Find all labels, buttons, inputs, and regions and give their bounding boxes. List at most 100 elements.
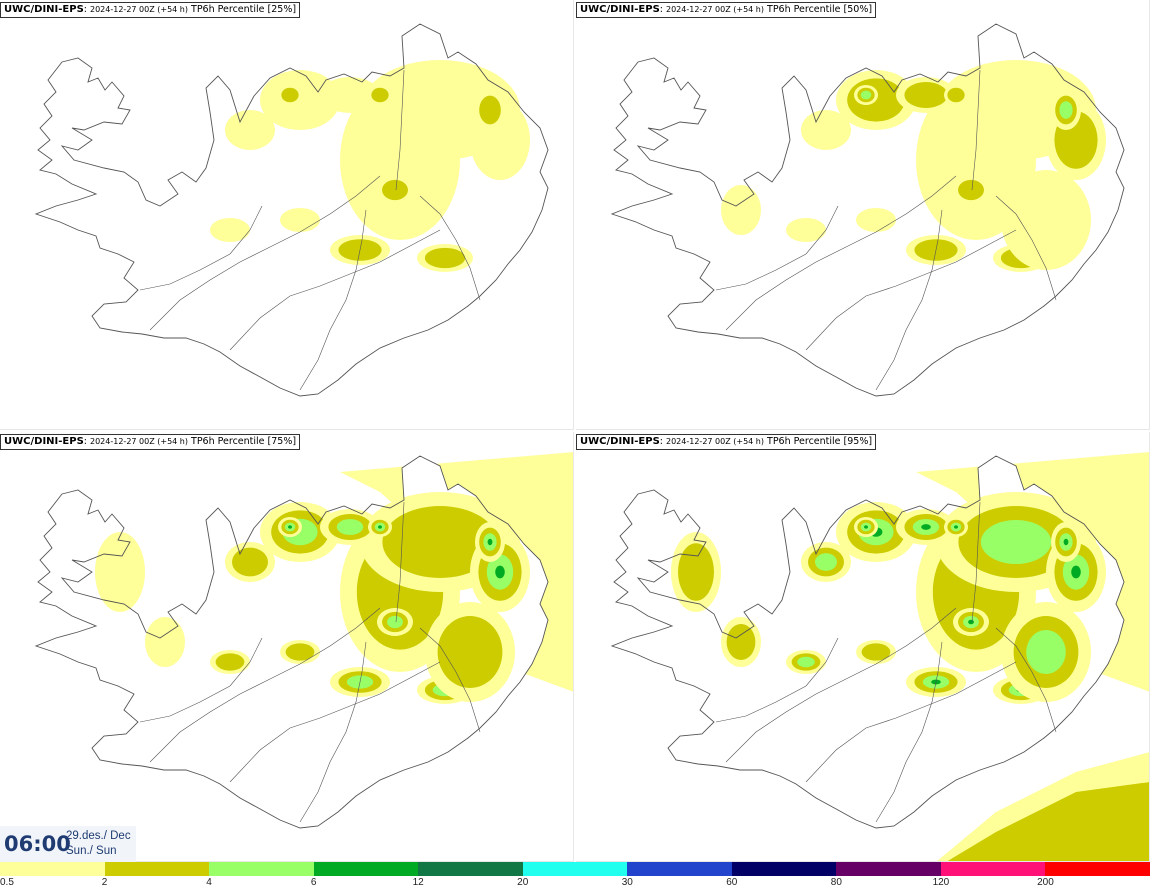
panel-95: UWC/DINI-EPS: 2024-12-27 00Z (+54 h) TP6… (576, 432, 1150, 862)
road-line (139, 637, 263, 723)
precip-contour (95, 532, 145, 612)
precip-contour (797, 656, 815, 668)
precip-contour (1026, 630, 1066, 674)
road-line (149, 175, 381, 331)
legend-swatch (209, 862, 314, 876)
precip-contour (215, 653, 245, 671)
road-line (875, 209, 943, 391)
precip-contour (280, 208, 320, 232)
legend-swatch (1045, 862, 1150, 876)
precip-contour (382, 179, 408, 201)
coastline (610, 455, 1125, 829)
legend-tick-label: 60 (726, 877, 738, 888)
valid-time-box: 06:00 29.des./ Dec Sun./ Sun (0, 826, 136, 862)
road-line (419, 627, 481, 733)
road-line (805, 229, 1017, 351)
road-line (139, 205, 263, 291)
legend-tick-label: 12 (412, 877, 424, 888)
precip-contour (487, 538, 493, 546)
precip-contour (378, 525, 382, 529)
valid-time: 06:00 (4, 832, 71, 856)
precip-contour (1059, 101, 1073, 119)
precip-contour (678, 543, 714, 601)
precip-contour (815, 553, 837, 571)
precip-contour (968, 619, 974, 625)
precip-contour (145, 617, 185, 667)
offshore-precip-core (947, 782, 1149, 861)
road-line (995, 195, 1057, 301)
precip-contour (958, 179, 984, 201)
precip-contour (424, 247, 466, 269)
precip-map (34, 452, 573, 829)
legend-tick-label: 30 (621, 877, 633, 888)
road-line (419, 195, 481, 301)
panel-25: UWC/DINI-EPS: 2024-12-27 00Z (+54 h) TP6… (0, 0, 574, 430)
road-line (299, 209, 367, 391)
precip-contour (921, 524, 931, 530)
precip-contour (904, 82, 948, 108)
panel-75: UWC/DINI-EPS: 2024-12-27 00Z (+54 h) TP6… (0, 432, 574, 862)
product-name: TP6h Percentile [95%] (767, 436, 873, 447)
precip-contour (479, 95, 501, 125)
precip-contour (980, 520, 1052, 564)
model-name: UWC/DINI-EPS (580, 4, 660, 15)
valid-date: 29.des./ Dec (66, 830, 131, 842)
precip-map (610, 23, 1125, 397)
road-line (229, 661, 441, 783)
precip-contour (801, 110, 851, 150)
legend-tick-label: 6 (310, 877, 317, 888)
precip-contour (1063, 538, 1069, 546)
road-line (995, 627, 1057, 733)
precip-contour (1001, 170, 1091, 270)
road-line (715, 637, 839, 723)
precip-contour (232, 547, 268, 577)
precip-contour (856, 208, 896, 232)
model-name: UWC/DINI-EPS (4, 4, 84, 15)
precip-contour (387, 615, 403, 629)
road-line (229, 229, 441, 351)
road-line (395, 69, 405, 191)
valid-day: Sun./ Sun (66, 845, 117, 857)
road-line (299, 641, 367, 823)
run-time: 2024-12-27 00Z (+54 h) (90, 437, 188, 446)
precip-contour (947, 87, 965, 103)
precip-contour (860, 90, 872, 100)
product-name: TP6h Percentile [50%] (767, 4, 873, 15)
legend-tick-label: 2 (101, 877, 108, 888)
legend-swatch (104, 862, 210, 876)
coastline (34, 23, 549, 397)
legend-tick-label: 80 (830, 877, 842, 888)
legend-swatch (522, 862, 628, 876)
precip-contour (954, 525, 958, 529)
legend-swatch (0, 862, 105, 876)
legend-swatch (731, 862, 837, 876)
legend-tick-label: 200 (1037, 877, 1054, 888)
model-name: UWC/DINI-EPS (580, 436, 660, 447)
road-line (971, 69, 981, 191)
precip-contour (288, 525, 292, 529)
legend-tick-label: 4 (206, 877, 212, 888)
precip-contour (281, 87, 299, 103)
panel-50: UWC/DINI-EPS: 2024-12-27 00Z (+54 h) TP6… (576, 0, 1150, 430)
precip-contour (861, 643, 891, 661)
legend-swatch (940, 862, 1046, 876)
road-line (875, 641, 943, 823)
precip-contour (495, 565, 505, 579)
road-line (805, 661, 1017, 783)
run-time: 2024-12-27 00Z (+54 h) (90, 5, 188, 14)
panel-title: UWC/DINI-EPS: 2024-12-27 00Z (+54 h) TP6… (576, 2, 877, 18)
precip-contour (437, 616, 503, 688)
coastline (34, 455, 549, 829)
color-legend (0, 862, 1150, 876)
precip-contour (210, 218, 250, 242)
precip-contour (786, 218, 826, 242)
road-line (971, 501, 981, 623)
coastline (610, 23, 1125, 397)
precip-contour (320, 77, 380, 113)
precip-contour (726, 624, 756, 660)
road-line (395, 501, 405, 623)
precip-contour (864, 525, 868, 529)
legend-labels: 0.5 2 4 6 12 20 30 60 80 120 200 (0, 877, 1150, 891)
precip-map (34, 23, 549, 397)
precip-contour (225, 110, 275, 150)
